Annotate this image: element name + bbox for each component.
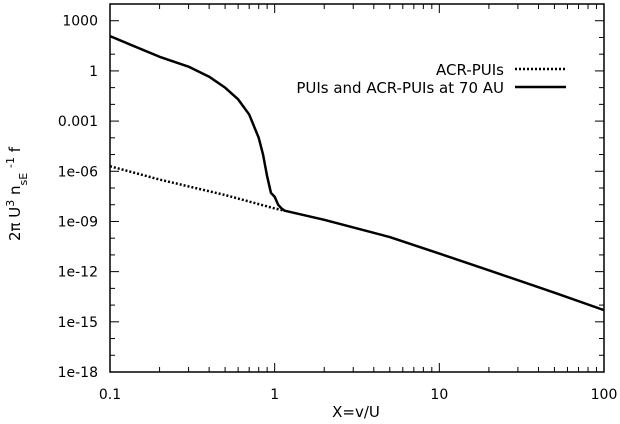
x-tick-labels: 0.1 1 10 100 xyxy=(99,387,618,403)
y-tick-label: 1 xyxy=(89,64,98,80)
y-axis-title-part: sE xyxy=(17,173,30,186)
y-tick-label: 1e-15 xyxy=(58,315,98,331)
legend-entry-puis-and-acr-puis: PUIs and ACR-PUIs at 70 AU xyxy=(296,79,566,97)
y-axis-title-part: 3 xyxy=(4,200,17,207)
y-tick-label: 0.001 xyxy=(58,114,98,130)
plot-frame xyxy=(109,3,605,373)
x-tick-label: 10 xyxy=(430,387,448,403)
x-axis-title: X=v/U xyxy=(332,403,380,421)
y-tick-label: 1e-06 xyxy=(58,164,98,180)
y-tick-label: 1e-12 xyxy=(58,265,98,281)
y-axis-title: 2π U3 nsE -1 f xyxy=(4,146,30,241)
y-tick-label: 1000 xyxy=(62,14,98,30)
y-tick-label: 1e-09 xyxy=(58,214,98,230)
legend-label-acr-puis: ACR-PUIs xyxy=(436,61,504,79)
legend-entry-acr-puis: ACR-PUIs xyxy=(436,61,566,79)
series-line-puis-and-acr-puis xyxy=(109,34,605,312)
y-axis-title-part: -1 xyxy=(4,157,17,168)
y-tick-label: 1e-18 xyxy=(58,365,98,381)
y-axis-title-part: 2π U xyxy=(6,207,24,241)
series-line-acr-puis xyxy=(109,165,285,212)
x-tick-label: 1 xyxy=(270,387,279,403)
legend: ACR-PUIs PUIs and ACR-PUIs at 70 AU xyxy=(296,61,566,97)
y-axis-title-part: f xyxy=(6,146,24,157)
x-tick-label: 0.1 xyxy=(99,387,121,403)
legend-label-puis-and-acr-puis: PUIs and ACR-PUIs at 70 AU xyxy=(296,79,504,97)
series-lines xyxy=(109,34,605,312)
y-tick-labels: 1000 1 0.001 1e-06 1e-09 1e-12 1e-15 1e-18 xyxy=(58,14,98,381)
tick-marks xyxy=(109,3,605,373)
y-axis-title-part: n xyxy=(6,185,24,199)
x-tick-label: 100 xyxy=(591,387,618,403)
